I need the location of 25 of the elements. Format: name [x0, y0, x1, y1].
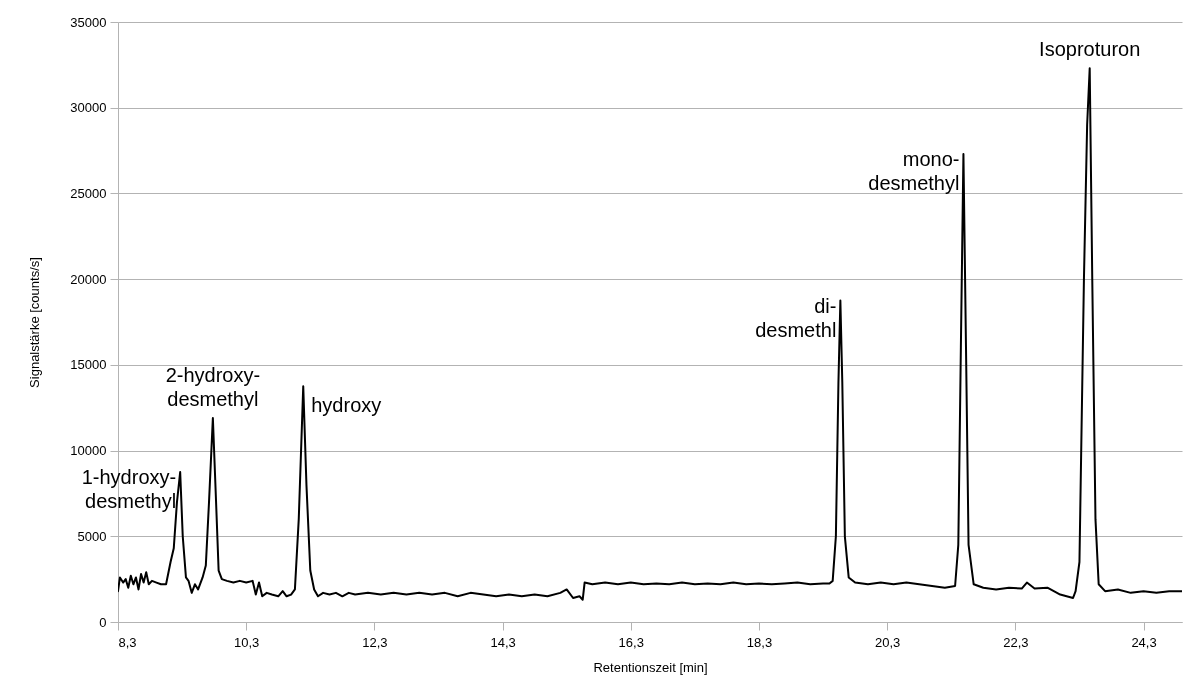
y-tick-label: 20000: [70, 271, 107, 287]
x-tick-label: 20,3: [875, 634, 901, 650]
annotation: Isoproturon: [1039, 38, 1141, 61]
y-tick-label: 25000: [70, 185, 107, 201]
annotation: mono- desmethyl: [868, 148, 960, 194]
x-tick-label: 22,3: [1003, 634, 1029, 650]
x-tick-label: 16,3: [618, 634, 644, 650]
x-tick-label: 10,3: [234, 634, 260, 650]
annotation: 2-hydroxy- desmethyl: [165, 364, 261, 410]
annotation: di- desmethl: [755, 294, 837, 341]
y-tick-label: 5000: [77, 528, 107, 544]
y-tick-label: 0: [99, 614, 107, 630]
y-axis-title: Signalstärke [counts/s]: [27, 257, 43, 388]
x-tick-label: 12,3: [362, 634, 388, 650]
annotation: 1-hydroxy- desmethyl: [81, 466, 177, 512]
y-tick-label: 30000: [70, 100, 107, 116]
y-tick-label: 15000: [70, 357, 107, 373]
annotation: hydroxy: [311, 394, 382, 417]
x-axis-title: Retentionszeit [min]: [593, 659, 708, 675]
x-tick-label: 18,3: [746, 634, 773, 650]
x-tick-label: 14,3: [490, 634, 516, 650]
y-tick-label: 35000: [70, 14, 107, 30]
x-tick-label: 8,3: [118, 634, 137, 650]
x-tick-label: 24,3: [1131, 634, 1157, 650]
y-tick-label: 10000: [70, 443, 107, 459]
